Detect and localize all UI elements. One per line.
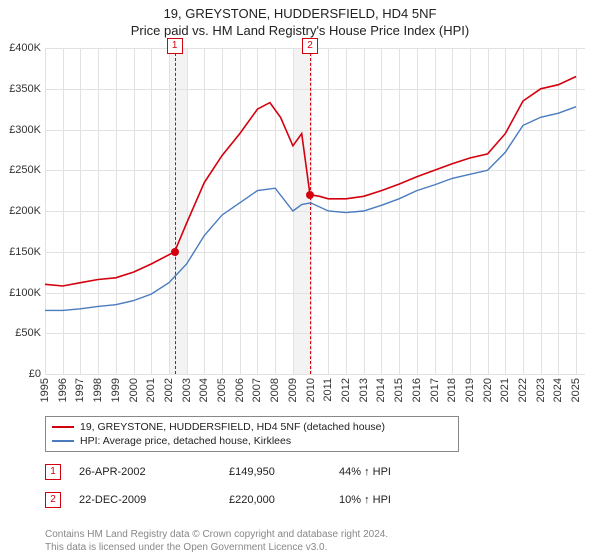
y-axis-label: £300K [9,124,41,136]
title-block: 19, GREYSTONE, HUDDERSFIELD, HD4 5NF Pri… [0,0,600,40]
footer-line-1: Contains HM Land Registry data © Crown c… [45,529,575,542]
x-axis-label: 2011 [322,378,334,402]
x-axis-label: 2004 [198,378,210,402]
legend-label: 19, GREYSTONE, HUDDERSFIELD, HD4 5NF (de… [80,421,385,433]
series-svg [45,48,585,374]
x-axis-label: 2009 [287,378,299,402]
y-axis-label: £200K [9,205,41,217]
sale-row: 1 26-APR-2002 £149,950 44% ↑ HPI [45,464,575,480]
x-axis-label: 2013 [358,378,370,402]
y-axis-label: £50K [15,327,41,339]
x-axis-label: 2006 [234,378,246,402]
footer-line-2: This data is licensed under the Open Gov… [45,542,575,555]
x-axis-label: 2019 [464,378,476,402]
x-axis-label: 2018 [446,378,458,402]
y-axis-label: £350K [9,83,41,95]
y-axis-label: £400K [9,42,41,54]
x-axis-label: 2002 [163,378,175,402]
legend-swatch [52,426,74,428]
x-axis-label: 2022 [517,378,529,402]
marker-dot [171,248,179,256]
x-axis-label: 1998 [92,378,104,402]
x-axis-label: 2017 [429,378,441,402]
x-axis-label: 2010 [305,378,317,402]
x-axis-label: 2020 [482,378,494,402]
title-line-1: 19, GREYSTONE, HUDDERSFIELD, HD4 5NF [0,6,600,23]
x-axis-label: 2003 [181,378,193,402]
y-gridline [45,374,585,375]
sale-date: 22-DEC-2009 [79,494,229,506]
chart-container: { "title": { "line1": "19, GREYSTONE, HU… [0,0,600,560]
x-axis-label: 2024 [552,378,564,402]
y-axis-label: £100K [9,287,41,299]
x-axis-label: 2021 [499,378,511,402]
legend-row: HPI: Average price, detached house, Kirk… [52,434,452,448]
marker-dot [306,191,314,199]
sale-marker-badge: 2 [45,492,61,508]
x-axis-label: 1997 [74,378,86,402]
sale-hpi: 10% ↑ HPI [339,494,449,506]
x-axis-label: 2023 [535,378,547,402]
sale-marker-badge: 1 [45,464,61,480]
x-axis-label: 2008 [269,378,281,402]
x-axis-label: 2025 [570,378,582,402]
series-line [45,107,576,311]
sale-hpi: 44% ↑ HPI [339,466,449,478]
sale-price: £220,000 [229,494,339,506]
x-axis-label: 2014 [375,378,387,402]
legend-swatch [52,440,74,442]
sale-date: 26-APR-2002 [79,466,229,478]
x-axis-label: 2016 [411,378,423,402]
x-axis-label: 1996 [57,378,69,402]
legend-row: 19, GREYSTONE, HUDDERSFIELD, HD4 5NF (de… [52,420,452,434]
y-axis-label: £250K [9,164,41,176]
title-line-2: Price paid vs. HM Land Registry's House … [0,23,600,40]
series-line [45,77,576,287]
legend-box: 19, GREYSTONE, HUDDERSFIELD, HD4 5NF (de… [45,416,459,452]
sale-row: 2 22-DEC-2009 £220,000 10% ↑ HPI [45,492,575,508]
sale-price: £149,950 [229,466,339,478]
x-axis-label: 2000 [128,378,140,402]
x-axis-label: 2001 [145,378,157,402]
x-axis-label: 2007 [251,378,263,402]
legend-label: HPI: Average price, detached house, Kirk… [80,435,291,447]
x-axis-label: 1995 [39,378,51,402]
line-chart: £0£50K£100K£150K£200K£250K£300K£350K£400… [45,48,585,374]
x-axis-label: 2015 [393,378,405,402]
x-axis-label: 2012 [340,378,352,402]
x-axis-label: 2005 [216,378,228,402]
y-axis-label: £150K [9,246,41,258]
x-axis-label: 1999 [110,378,122,402]
footer-credits: Contains HM Land Registry data © Crown c… [45,529,575,554]
